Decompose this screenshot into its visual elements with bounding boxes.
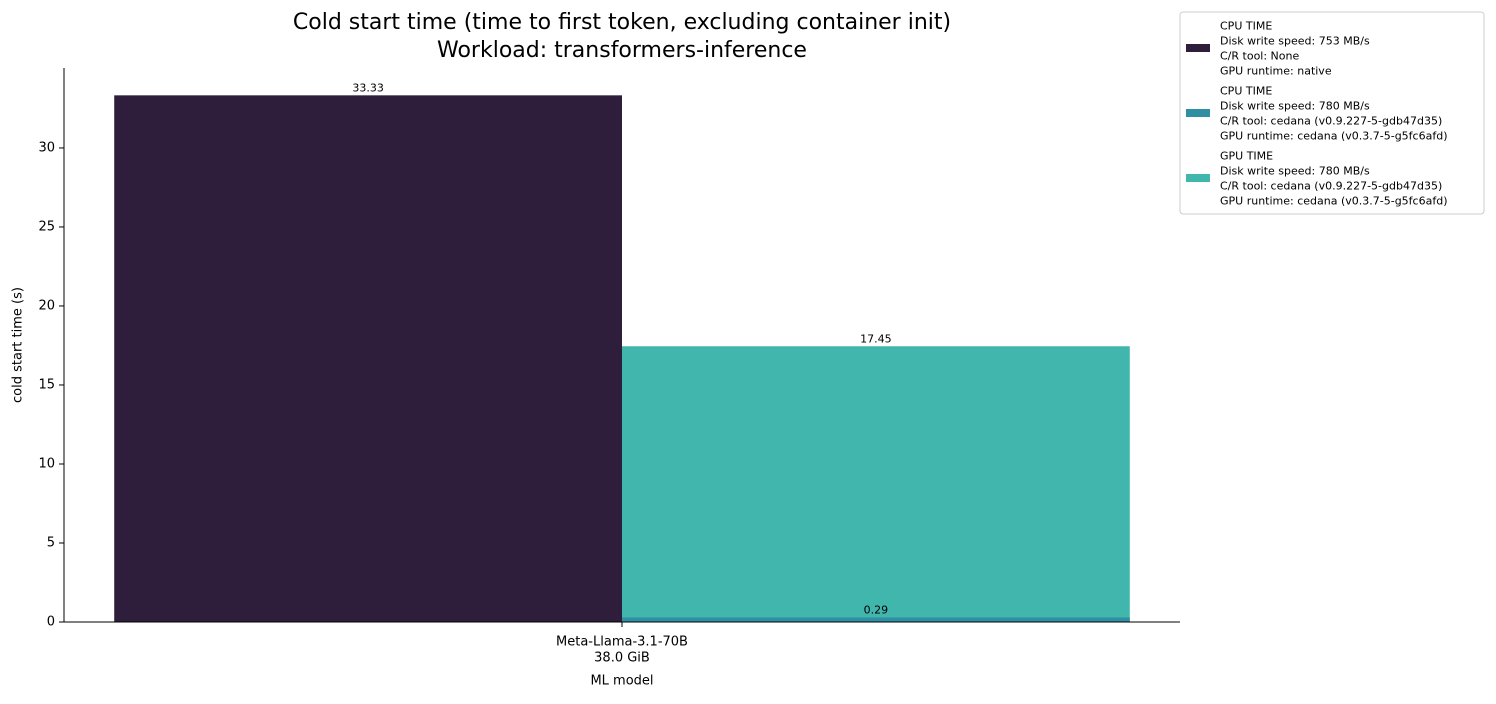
legend-label: GPU runtime: native bbox=[1220, 65, 1332, 78]
value-label: 33.33 bbox=[352, 81, 384, 94]
chart-subtitle: Workload: transformers-inference bbox=[437, 38, 807, 63]
x-tick-label: Meta-Llama-3.1-70B bbox=[556, 635, 688, 650]
y-axis-label: cold start time (s) bbox=[11, 287, 26, 403]
x-tick-label: 38.0 GiB bbox=[594, 651, 650, 666]
y-tick-label: 25 bbox=[38, 219, 55, 234]
legend-swatch bbox=[1186, 44, 1210, 52]
legend-label: GPU runtime: cedana (v0.3.7-5-g5fc6afd) bbox=[1220, 130, 1448, 143]
chart-title: Cold start time (time to first token, ex… bbox=[293, 10, 951, 35]
bar bbox=[114, 95, 622, 623]
legend-label: C/R tool: cedana (v0.9.227-5-gdb47d35) bbox=[1220, 115, 1442, 128]
legend-box bbox=[1179, 11, 1485, 215]
value-label: 0.29 bbox=[864, 603, 889, 616]
legend-label: CPU TIME bbox=[1220, 85, 1272, 98]
bar bbox=[622, 617, 1130, 622]
y-tick-label: 20 bbox=[38, 298, 55, 313]
x-axis-label: ML model bbox=[590, 674, 653, 689]
bar bbox=[622, 346, 1130, 622]
legend-label: GPU TIME bbox=[1220, 150, 1273, 163]
y-tick-label: 0 bbox=[47, 615, 55, 630]
legend-label: C/R tool: cedana (v0.9.227-5-gdb47d35) bbox=[1220, 180, 1442, 193]
legend-label: C/R tool: None bbox=[1220, 50, 1299, 63]
legend-label: Disk write speed: 780 MB/s bbox=[1220, 100, 1370, 113]
legend-swatch bbox=[1186, 109, 1210, 117]
legend-label: Disk write speed: 753 MB/s bbox=[1220, 35, 1370, 48]
y-tick-label: 10 bbox=[38, 456, 55, 471]
legend-swatch bbox=[1186, 174, 1210, 182]
legend-label: CPU TIME bbox=[1220, 20, 1272, 33]
legend-label: GPU runtime: cedana (v0.3.7-5-g5fc6afd) bbox=[1220, 195, 1448, 208]
y-tick-label: 15 bbox=[38, 377, 55, 392]
y-tick-label: 5 bbox=[47, 535, 55, 550]
y-tick-label: 30 bbox=[38, 140, 55, 155]
legend-label: Disk write speed: 780 MB/s bbox=[1220, 165, 1370, 178]
value-label: 17.45 bbox=[860, 332, 892, 345]
